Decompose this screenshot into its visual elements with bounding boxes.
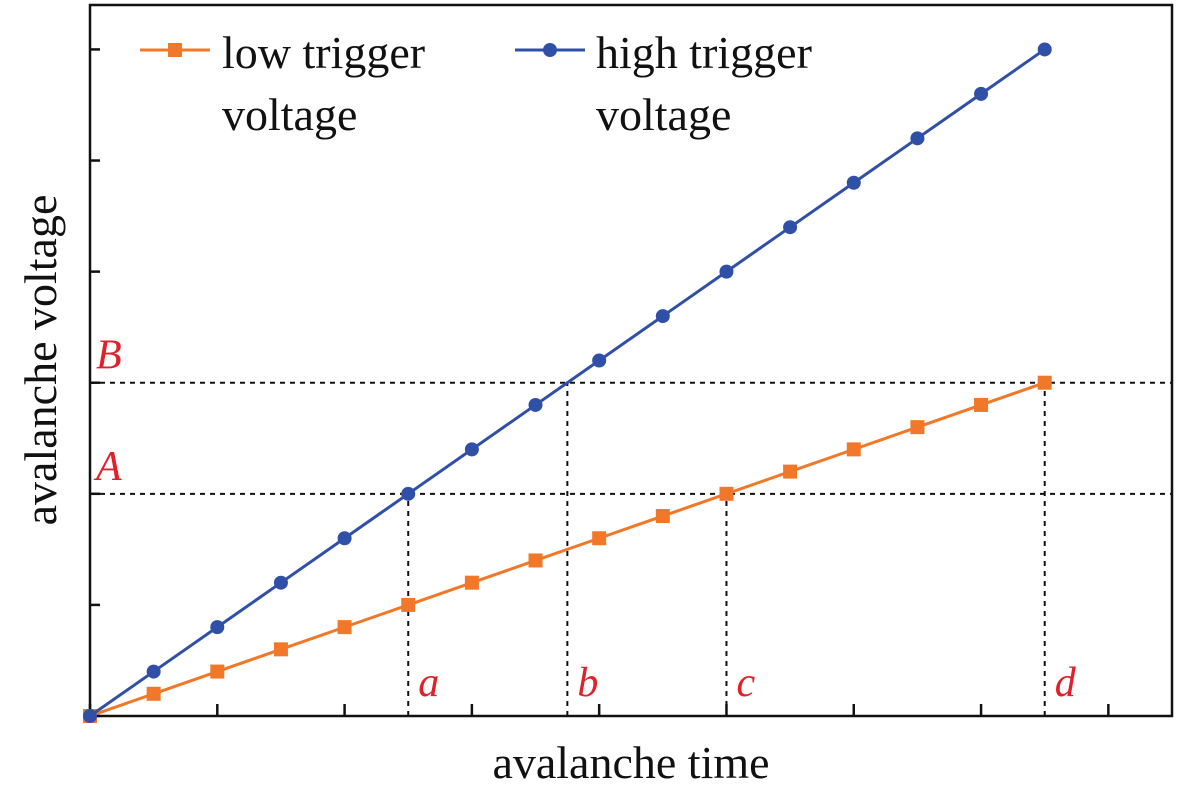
marker [83,709,97,723]
legend-label: high trigger voltage [596,27,812,140]
marker [974,397,989,412]
reference-label: c [736,660,755,706]
reference-label: b [577,660,598,706]
marker [783,464,798,479]
marker [528,397,543,412]
series-line [89,381,1046,718]
marker [592,353,607,368]
marker [655,309,670,324]
marker [910,131,925,146]
marker [910,420,925,435]
marker [210,664,225,679]
legend-label: low trigger voltage [222,27,426,140]
marker [464,442,479,457]
marker [273,575,288,590]
reference-label: B [96,333,122,379]
marker [974,86,989,101]
marker [146,686,161,701]
marker [655,509,670,524]
marker [146,664,161,679]
marker [464,575,479,590]
marker [273,642,288,657]
marker [210,620,225,635]
x-axis-label: avalanche time [492,737,769,788]
marker [543,43,557,57]
marker [168,43,182,57]
marker [719,264,734,279]
marker [846,175,861,190]
marker [401,486,416,501]
reference-label: d [1055,660,1077,706]
plot-frame [88,3,1174,718]
marker [1037,375,1052,390]
marker [592,531,607,546]
marker [1037,42,1052,57]
marker [401,597,416,612]
marker [783,220,798,235]
marker [337,620,352,635]
series-line [89,48,1046,718]
marker [337,531,352,546]
marker [719,486,734,501]
reference-label: A [93,444,122,490]
marker [846,442,861,457]
marker [528,553,543,568]
y-axis-label: avalanche voltage [15,195,66,526]
reference-label: a [418,660,439,706]
